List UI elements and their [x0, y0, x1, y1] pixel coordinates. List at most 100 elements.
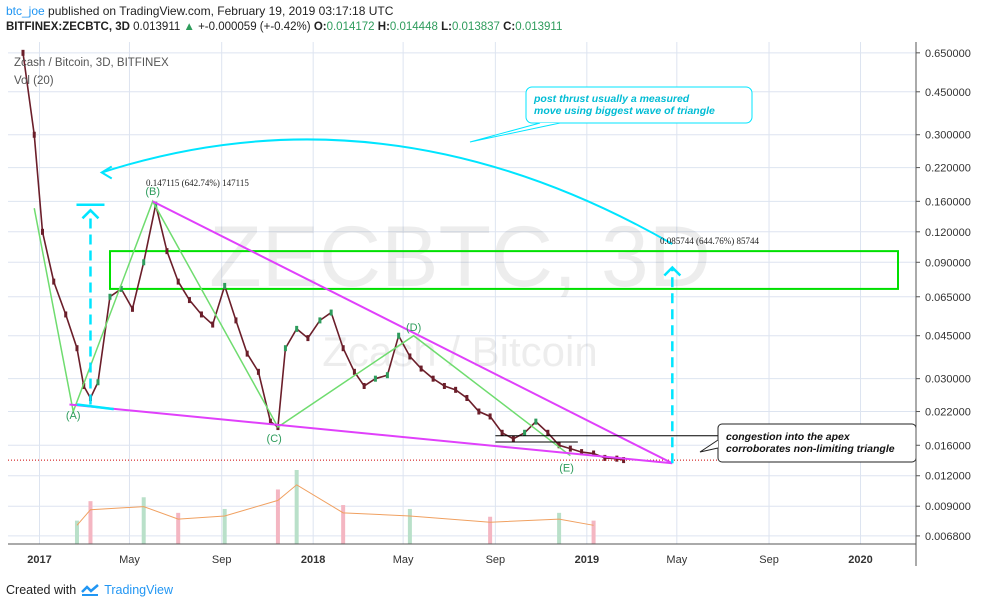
- candle: [568, 445, 572, 452]
- candle: [408, 353, 412, 360]
- author-link[interactable]: btc_joe: [6, 4, 45, 18]
- price-line: [22, 52, 624, 461]
- candle: [454, 386, 458, 393]
- callout-pointer: [699, 439, 719, 453]
- y-tick-label: 0.009000: [925, 501, 971, 513]
- open-label: O:: [313, 21, 327, 33]
- y-tick-label: 0.650000: [925, 48, 971, 60]
- candle: [154, 201, 158, 208]
- volume-bar: [74, 520, 79, 544]
- candle: [362, 382, 366, 389]
- projection-arc[interactable]: [101, 138, 673, 245]
- wave-label-d: (D): [406, 322, 421, 334]
- measure-label-b: 0.147115 (642.74%) 147115: [146, 178, 249, 188]
- measured-wave-base: [76, 403, 114, 411]
- open-value: 0.014172: [326, 21, 375, 33]
- candle: [477, 408, 481, 415]
- candle: [268, 418, 272, 425]
- elliott-triangle-waves[interactable]: [33, 199, 571, 457]
- tradingview-link[interactable]: TradingView: [104, 583, 173, 597]
- published-text: published on TradingView.com, February 1…: [48, 4, 394, 18]
- y-tick-label: 0.016000: [925, 440, 971, 452]
- candle: [295, 325, 299, 332]
- wave-label-a: (A): [66, 410, 81, 422]
- target-zone-rect[interactable]: [109, 250, 899, 290]
- callout-box-projection[interactable]: [525, 86, 753, 124]
- y-tick-label: 0.220000: [925, 163, 971, 175]
- x-tick-label: Sep: [759, 554, 779, 566]
- wave-label-e: (E): [559, 462, 574, 474]
- lower-trendline[interactable]: [69, 403, 673, 465]
- wave-label-c: (C): [267, 433, 282, 445]
- x-tick-label: 2017: [27, 554, 51, 566]
- candle: [82, 382, 86, 389]
- candle: [329, 309, 333, 316]
- callout-text-congestion: congestion into the apex corroborates non…: [726, 431, 895, 455]
- volume-bar: [557, 512, 562, 544]
- x-tick-label: May: [393, 554, 414, 566]
- volume-bar: [176, 512, 181, 544]
- candle: [21, 49, 25, 56]
- candle: [283, 345, 287, 352]
- watermark-name: Zcash / Bitcoin: [322, 328, 597, 375]
- up-arrow-icon: ▲: [183, 21, 195, 33]
- volume-bar: [294, 470, 299, 544]
- candle: [165, 248, 169, 255]
- volume-bar: [407, 508, 412, 544]
- ohlc-line: BITFINEX:ZECBTC, 3D 0.013911 ▲ +-0.00005…: [6, 21, 562, 33]
- y-tick-label: 0.120000: [925, 227, 971, 239]
- y-tick-label: 0.065000: [925, 292, 971, 304]
- y-tick-label: 0.300000: [925, 130, 971, 142]
- candle: [64, 311, 68, 318]
- candle: [419, 365, 423, 372]
- y-tick-label: 0.090000: [925, 257, 971, 269]
- candle: [119, 285, 123, 292]
- y-tick-label: 0.030000: [925, 374, 971, 386]
- y-tick-label: 0.450000: [925, 87, 971, 99]
- close-value: 0.013911: [515, 21, 563, 33]
- candle: [245, 350, 249, 357]
- candle: [534, 418, 538, 425]
- candle: [108, 293, 112, 300]
- measure-label-target: 0.085744 (644.76%) 85744: [660, 236, 759, 246]
- x-tick-label: 2019: [575, 554, 599, 566]
- volume-bar: [488, 516, 493, 544]
- low-value: 0.013837: [451, 21, 500, 33]
- x-tick-label: Sep: [486, 554, 506, 566]
- x-tick-label: Sep: [212, 554, 232, 566]
- arrow-head-icon: [99, 165, 113, 180]
- candle: [465, 394, 469, 401]
- callout-pointer: [469, 122, 561, 143]
- candle: [211, 321, 215, 328]
- upper-trendline[interactable]: [152, 200, 673, 465]
- candle: [341, 345, 345, 352]
- volume-indicator-label: Vol (20): [14, 75, 54, 87]
- candle: [500, 429, 504, 436]
- candle: [142, 259, 146, 266]
- y-tick-label: 0.045000: [925, 331, 971, 343]
- candle: [199, 311, 203, 318]
- volume-bar: [222, 508, 227, 544]
- volume-bar: [341, 505, 346, 544]
- candle: [385, 372, 389, 379]
- candle: [511, 435, 515, 442]
- x-tick-label: 2020: [848, 554, 872, 566]
- y-tick-label: 0.160000: [925, 196, 971, 208]
- candle: [234, 317, 238, 324]
- y-tick-label: 0.012000: [925, 471, 971, 483]
- candle: [431, 375, 435, 382]
- candle: [176, 278, 180, 285]
- callout-text-projection: post thrust usually a measured move using…: [533, 93, 715, 117]
- high-value: 0.014448: [389, 21, 438, 33]
- tradingview-logo-icon: [81, 584, 100, 596]
- y-tick-label: 0.022000: [925, 407, 971, 419]
- footer: Created with TradingView: [6, 583, 173, 597]
- candle: [352, 368, 356, 375]
- candle: [580, 449, 584, 456]
- close-label: C:: [503, 21, 516, 33]
- candle: [96, 379, 100, 386]
- candle: [256, 368, 260, 375]
- candle: [442, 382, 446, 389]
- volume-bar: [275, 489, 280, 544]
